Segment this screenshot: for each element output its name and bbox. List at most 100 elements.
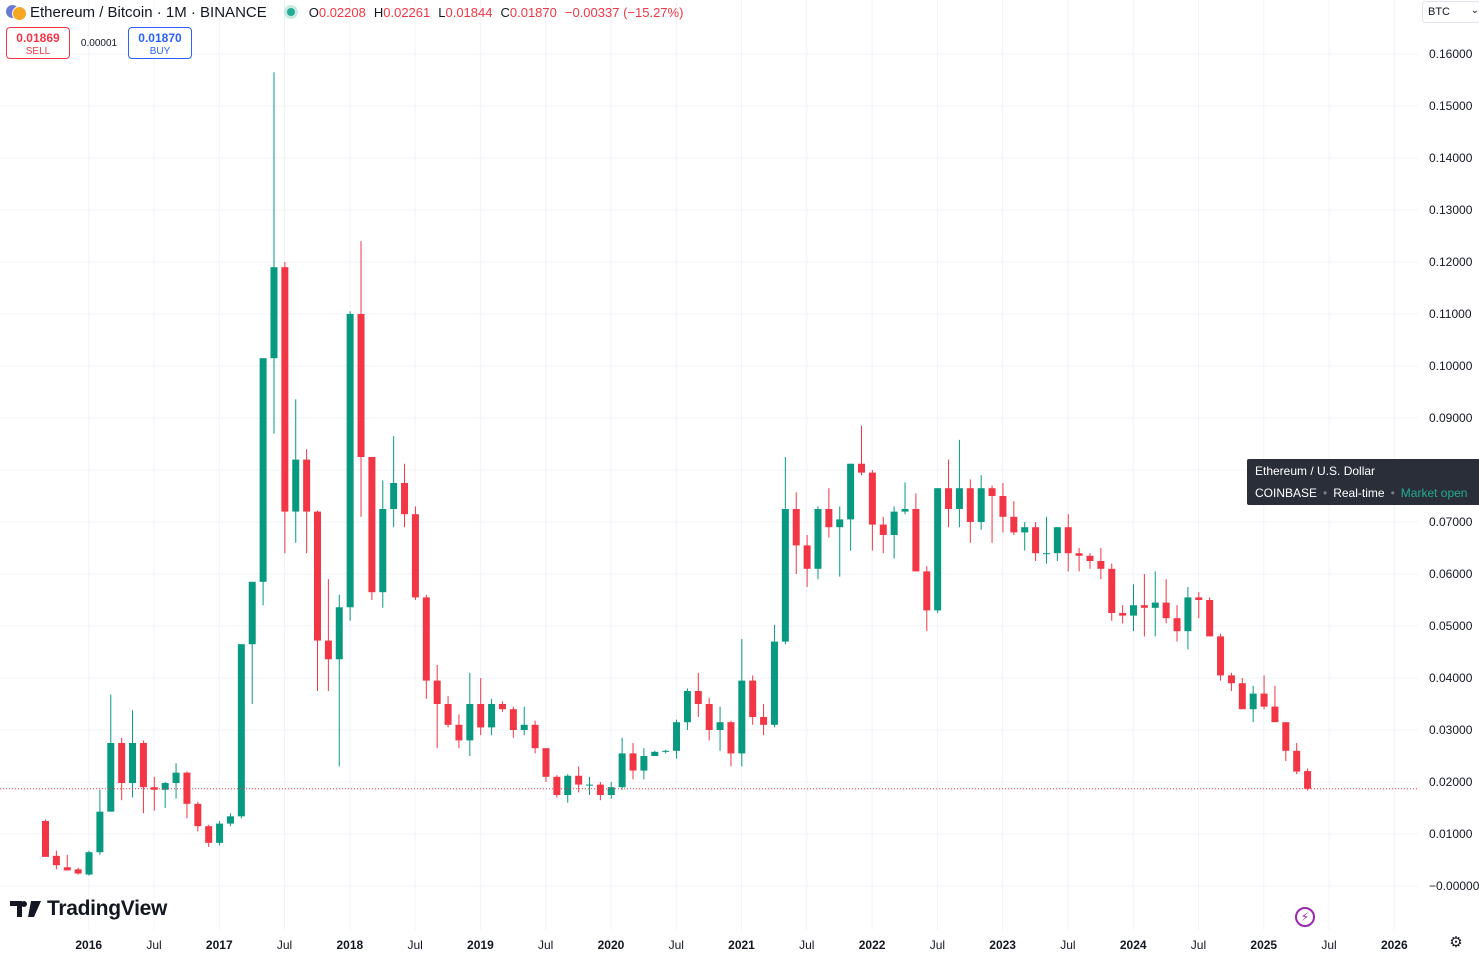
candle [1195,592,1203,619]
spread-value: 0.00001 [80,37,118,49]
candle-body [945,488,953,509]
candle-body [379,509,387,593]
candle [1032,522,1040,561]
candle-body [292,459,300,512]
sell-button[interactable]: 0.01869 SELL [6,27,70,59]
candle-body [705,704,713,730]
candle-body [118,743,126,784]
candle-body [716,722,724,730]
candle-body [1227,675,1235,684]
candle [847,463,855,551]
eth-btc-icon [6,4,27,21]
candle-body [85,852,93,875]
candle-body [683,691,691,723]
candle [205,824,213,847]
candle [1021,522,1029,551]
candle [618,737,626,790]
candle [194,801,202,832]
candle [1097,548,1105,580]
candle [1075,548,1083,572]
candle-body [509,709,517,730]
candle-body [422,597,430,681]
ohlc-high: H0.02261 [373,4,431,20]
candle-body [977,488,985,522]
candle-body [1206,600,1214,637]
tradingview-logo[interactable]: TradingView [10,897,167,921]
candle-body [520,724,528,730]
candle [1271,685,1279,723]
candle [1130,584,1137,632]
candle [705,697,713,741]
candle-body [923,571,931,611]
candle-body [1108,568,1116,613]
candle [444,696,452,728]
candle [640,748,648,780]
candle [586,776,593,795]
currency-select[interactable]: BTC ⌄ [1422,1,1479,23]
candle-body [42,821,49,857]
y-tick-label: 0.11000 [1429,307,1472,321]
candle-body [107,743,115,812]
candle-body [270,267,278,359]
time-axis[interactable]: 2016 Jul 2017 Jul 2018 Jul 2019 Jul 2020 Jul 2021 J… [75,938,1408,952]
candle-body [444,704,452,725]
candle [216,821,224,846]
candle-body [564,775,572,795]
candle-body [607,787,615,795]
candle [335,594,343,767]
y-tick-label: 0.02000 [1429,775,1473,789]
candle-body [1293,750,1301,772]
market-status-dot-icon[interactable] [286,8,295,16]
candle-body [52,855,60,866]
candle [879,516,887,554]
x-tick-label: 2017 [206,938,233,952]
candle [966,479,974,543]
candle-body [749,680,757,717]
candle [934,488,942,613]
candle [836,506,844,577]
ohlc-low: L0.01844 [438,4,493,20]
y-tick-label: 0.12000 [1429,255,1473,269]
x-tick-label: Jul [277,938,292,952]
candle-body [1119,613,1127,616]
candle-body [335,607,343,660]
y-tick-label: 0.01000 [1429,827,1473,841]
candle-body [368,457,376,593]
candle-body [1238,683,1246,710]
candle [259,358,267,606]
x-tick-label: 2025 [1250,938,1277,952]
candle [531,720,539,754]
candle [988,485,996,543]
symbol-title[interactable]: Ethereum / Bitcoin · 1M · BINANCE [30,3,267,21]
candle-body [205,826,213,843]
candles [42,72,1312,876]
candle-body [129,743,137,784]
candle-body [879,524,887,535]
gear-icon[interactable]: ⚙ [1449,934,1463,951]
x-tick-label: Jul [538,938,553,952]
candle-body [651,751,659,756]
x-tick-label: Jul [930,938,945,952]
candle-body [934,488,942,611]
x-tick-label: 2018 [336,938,363,952]
candle [433,665,441,749]
candle [542,748,550,782]
candle-body [1053,527,1061,554]
tooltip-status: Market open [1400,486,1468,500]
candle [139,740,147,814]
lightning-icon[interactable]: ⚡ [1295,907,1315,927]
candle [651,750,659,756]
brand-name: TradingView [47,897,168,920]
sell-price: 0.01869 [16,31,60,45]
candle [955,439,963,528]
price-axis[interactable]: 0.16000 0.15000 0.14000 0.13000 0.12000 0.110… [1429,47,1479,893]
buy-button[interactable]: 0.01870 BUY [128,27,192,59]
candle-body [194,803,202,827]
x-tick-label: Jul [1321,938,1336,952]
x-tick-label: Jul [799,938,814,952]
candle [1282,722,1290,762]
candle-body [281,267,289,512]
y-tick-label: 0.13000 [1429,203,1473,217]
candle-body [161,783,169,790]
